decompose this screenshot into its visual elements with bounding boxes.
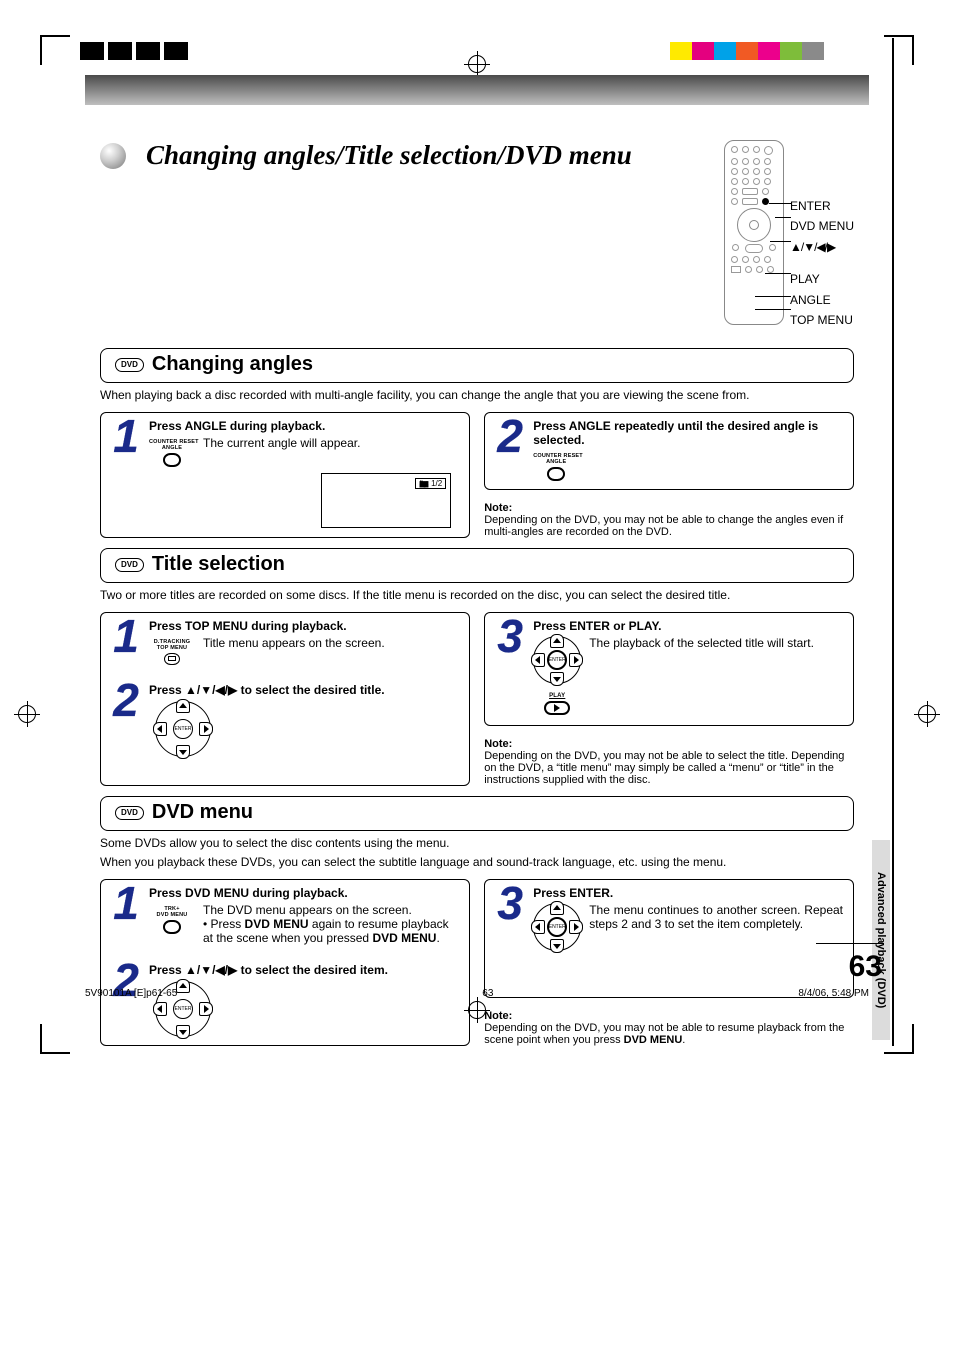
remote-label-enter: ENTER bbox=[790, 199, 854, 213]
step-number: 3 bbox=[495, 619, 525, 654]
step-number: 2 bbox=[111, 683, 141, 718]
top-menu-button-icon: D.TRACKING TOP MENU bbox=[149, 636, 195, 665]
step-title: Press DVD MENU during playback. bbox=[149, 886, 459, 900]
step-number: 1 bbox=[111, 886, 141, 921]
step-text: The playback of the selected title will … bbox=[589, 636, 814, 650]
step-card-dvdmenu-3: 3 Press ENTER. ENTER The menu continues … bbox=[484, 879, 854, 998]
registration-mark bbox=[18, 705, 36, 723]
step-card-title-left: 1 Press TOP MENU during playback. D.TRAC… bbox=[100, 612, 470, 786]
step-card-dvdmenu-left: 1 Press DVD MENU during playback. TRK+ D… bbox=[100, 879, 470, 1046]
side-tab: Advanced playback (DVD) bbox=[872, 840, 890, 1040]
step-number: 1 bbox=[111, 419, 141, 454]
section-dvd-menu: DVD DVD menu bbox=[100, 796, 854, 831]
camera-icon bbox=[419, 479, 429, 488]
step-title: Press ANGLE during playback. bbox=[149, 419, 459, 433]
section-intro: When you playback these DVDs, you can se… bbox=[100, 855, 854, 869]
angle-button-icon: COUNTER RESET ANGLE bbox=[149, 436, 195, 467]
step-text: The DVD menu appears on the screen. • Pr… bbox=[203, 903, 459, 945]
step-title: Press ▲/▼/◀/▶ to select the desired titl… bbox=[149, 683, 459, 697]
dpad-icon: ENTER bbox=[155, 701, 211, 757]
dvd-menu-button-icon: TRK+ DVD MENU bbox=[149, 903, 195, 934]
dpad-enter-icon: ENTER bbox=[533, 903, 581, 951]
footer: 5V90101A [E]p61-65 63 8/4/06, 5:48 PM bbox=[85, 988, 869, 999]
note-dvdmenu: Note: Depending on the DVD, you may not … bbox=[484, 1010, 854, 1046]
remote-diagram bbox=[724, 140, 784, 325]
title-bullet-icon bbox=[100, 143, 126, 169]
footer-center: 63 bbox=[482, 988, 493, 999]
step-text: The menu continues to another screen. Re… bbox=[589, 903, 843, 931]
angle-screen-display: 1/2 bbox=[321, 473, 451, 528]
step-card-angle-1: 1 Press ANGLE during playback. COUNTER R… bbox=[100, 412, 470, 538]
section-title: Changing angles bbox=[152, 353, 313, 376]
step-title: Press ▲/▼/◀/▶ to select the desired item… bbox=[149, 963, 459, 977]
step-card-angle-2: 2 Press ANGLE repeatedly until the desir… bbox=[484, 412, 854, 490]
step-card-title-3: 3 Press ENTER or PLAY. ENTER bbox=[484, 612, 854, 726]
remote-labels: ENTER DVD MENU ▲/▼/◀/▶ PLAY ANGLE TOP ME… bbox=[790, 140, 854, 333]
step-title: Press ANGLE repeatedly until the desired… bbox=[533, 419, 843, 447]
section-title-selection: DVD Title selection bbox=[100, 548, 854, 583]
page-number-rule bbox=[816, 943, 884, 945]
page-number: 63 bbox=[849, 950, 882, 984]
registration-mark bbox=[918, 705, 936, 723]
section-intro: Two or more titles are recorded on some … bbox=[100, 588, 854, 602]
dvd-badge-icon: DVD bbox=[115, 358, 144, 372]
note-angles: Note: Depending on the DVD, you may not … bbox=[484, 502, 854, 538]
note-title: Note: Depending on the DVD, you may not … bbox=[484, 738, 854, 786]
remote-dpad bbox=[737, 208, 771, 242]
remote-label-angle: ANGLE bbox=[790, 293, 854, 307]
section-title: DVD menu bbox=[152, 801, 253, 824]
angle-button-icon: COUNTER RESET ANGLE bbox=[533, 450, 579, 481]
step-text: The current angle will appear. bbox=[203, 436, 360, 450]
remote-label-topmenu: TOP MENU bbox=[790, 313, 854, 327]
footer-right: 8/4/06, 5:48 PM bbox=[798, 988, 869, 999]
section-title: Title selection bbox=[152, 553, 285, 576]
step-number: 2 bbox=[495, 419, 525, 454]
section-changing-angles: DVD Changing angles bbox=[100, 348, 854, 383]
step-title: Press ENTER. bbox=[533, 886, 843, 900]
remote-label-dvdmenu: DVD MENU bbox=[790, 219, 854, 233]
dpad-enter-icon: ENTER bbox=[533, 636, 581, 684]
dvd-badge-icon: DVD bbox=[115, 558, 144, 572]
step-title: Press TOP MENU during playback. bbox=[149, 619, 459, 633]
step-number: 1 bbox=[111, 619, 141, 654]
section-intro: When playing back a disc recorded with m… bbox=[100, 388, 854, 402]
angle-indicator: 1/2 bbox=[431, 479, 442, 488]
remote-dvd-menu-dot bbox=[762, 198, 769, 205]
page-title: Changing angles/Title selection/DVD menu bbox=[146, 140, 632, 171]
section-intro: Some DVDs allow you to select the disc c… bbox=[100, 836, 854, 850]
footer-left: 5V90101A [E]p61-65 bbox=[85, 988, 177, 999]
dvd-badge-icon: DVD bbox=[115, 806, 144, 820]
play-button-icon: PLAY bbox=[533, 690, 581, 715]
remote-label-play: PLAY bbox=[790, 272, 854, 286]
step-text: Title menu appears on the screen. bbox=[203, 636, 385, 650]
step-title: Press ENTER or PLAY. bbox=[533, 619, 843, 633]
remote-label-arrows: ▲/▼/◀/▶ bbox=[790, 240, 854, 254]
step-number: 3 bbox=[495, 886, 525, 921]
